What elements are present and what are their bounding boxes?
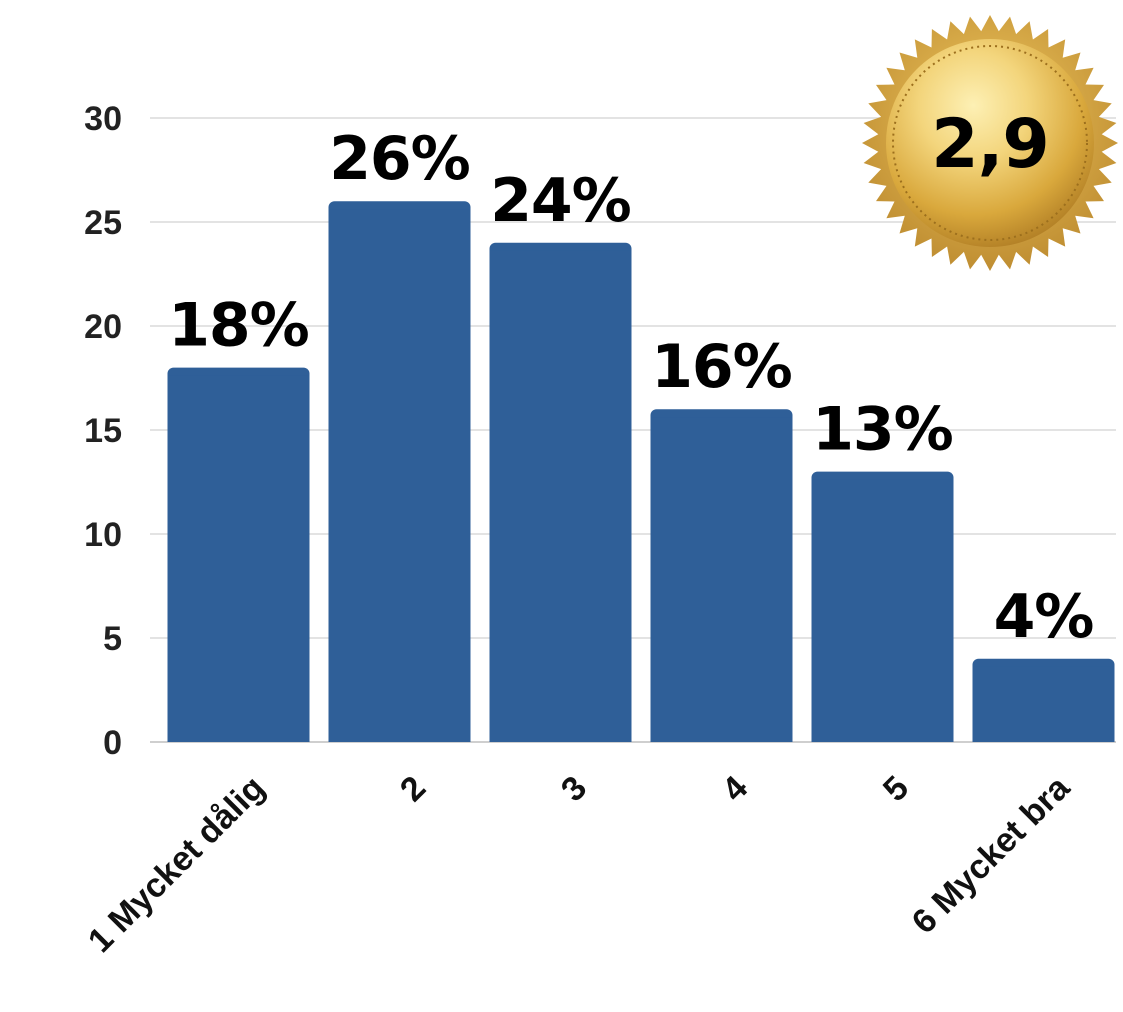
y-tick-label: 25 [84,204,122,242]
data-label: 26% [329,124,470,194]
bar-body [650,417,793,742]
y-tick-label: 20 [84,308,122,346]
y-tick-label: 5 [103,620,122,658]
y-tick-label: 10 [84,516,122,554]
bar-body [811,479,954,742]
x-category-label: 6 Mycket bra [905,768,1078,941]
data-label: 18% [168,291,309,361]
bar-body [328,209,471,742]
seal-face [886,39,1094,247]
x-category-label: 4 [715,769,755,809]
y-axis-ticks: 0 5 10 15 20 25 30 [84,100,122,762]
x-category-label: 5 [876,769,916,809]
seal-dotted-ring [892,45,1088,241]
data-label: 13% [812,395,953,465]
x-category-label: 3 [554,769,594,809]
y-tick-label: 0 [103,724,122,762]
data-label: 4% [994,582,1094,652]
gold-seal-badge: 2,9 [862,15,1118,271]
badge-value: 2,9 [931,105,1048,184]
bar-body [972,666,1115,742]
x-category-label: 1 Mycket dålig [81,769,272,960]
bar-body [167,375,310,742]
x-axis-labels: 1 Mycket dålig 2 3 4 56 Mycket bra [81,768,1078,960]
data-label: 16% [651,332,792,402]
data-labels: 18% 26% 24% 16% 13% 4% [168,124,1094,652]
y-tick-label: 30 [84,100,122,138]
gridlines [150,117,1116,743]
bar-body [489,250,632,743]
data-label: 24% [490,166,631,236]
bars [167,201,1115,743]
y-tick-label: 15 [84,412,122,450]
x-category-label: 2 [393,769,433,809]
